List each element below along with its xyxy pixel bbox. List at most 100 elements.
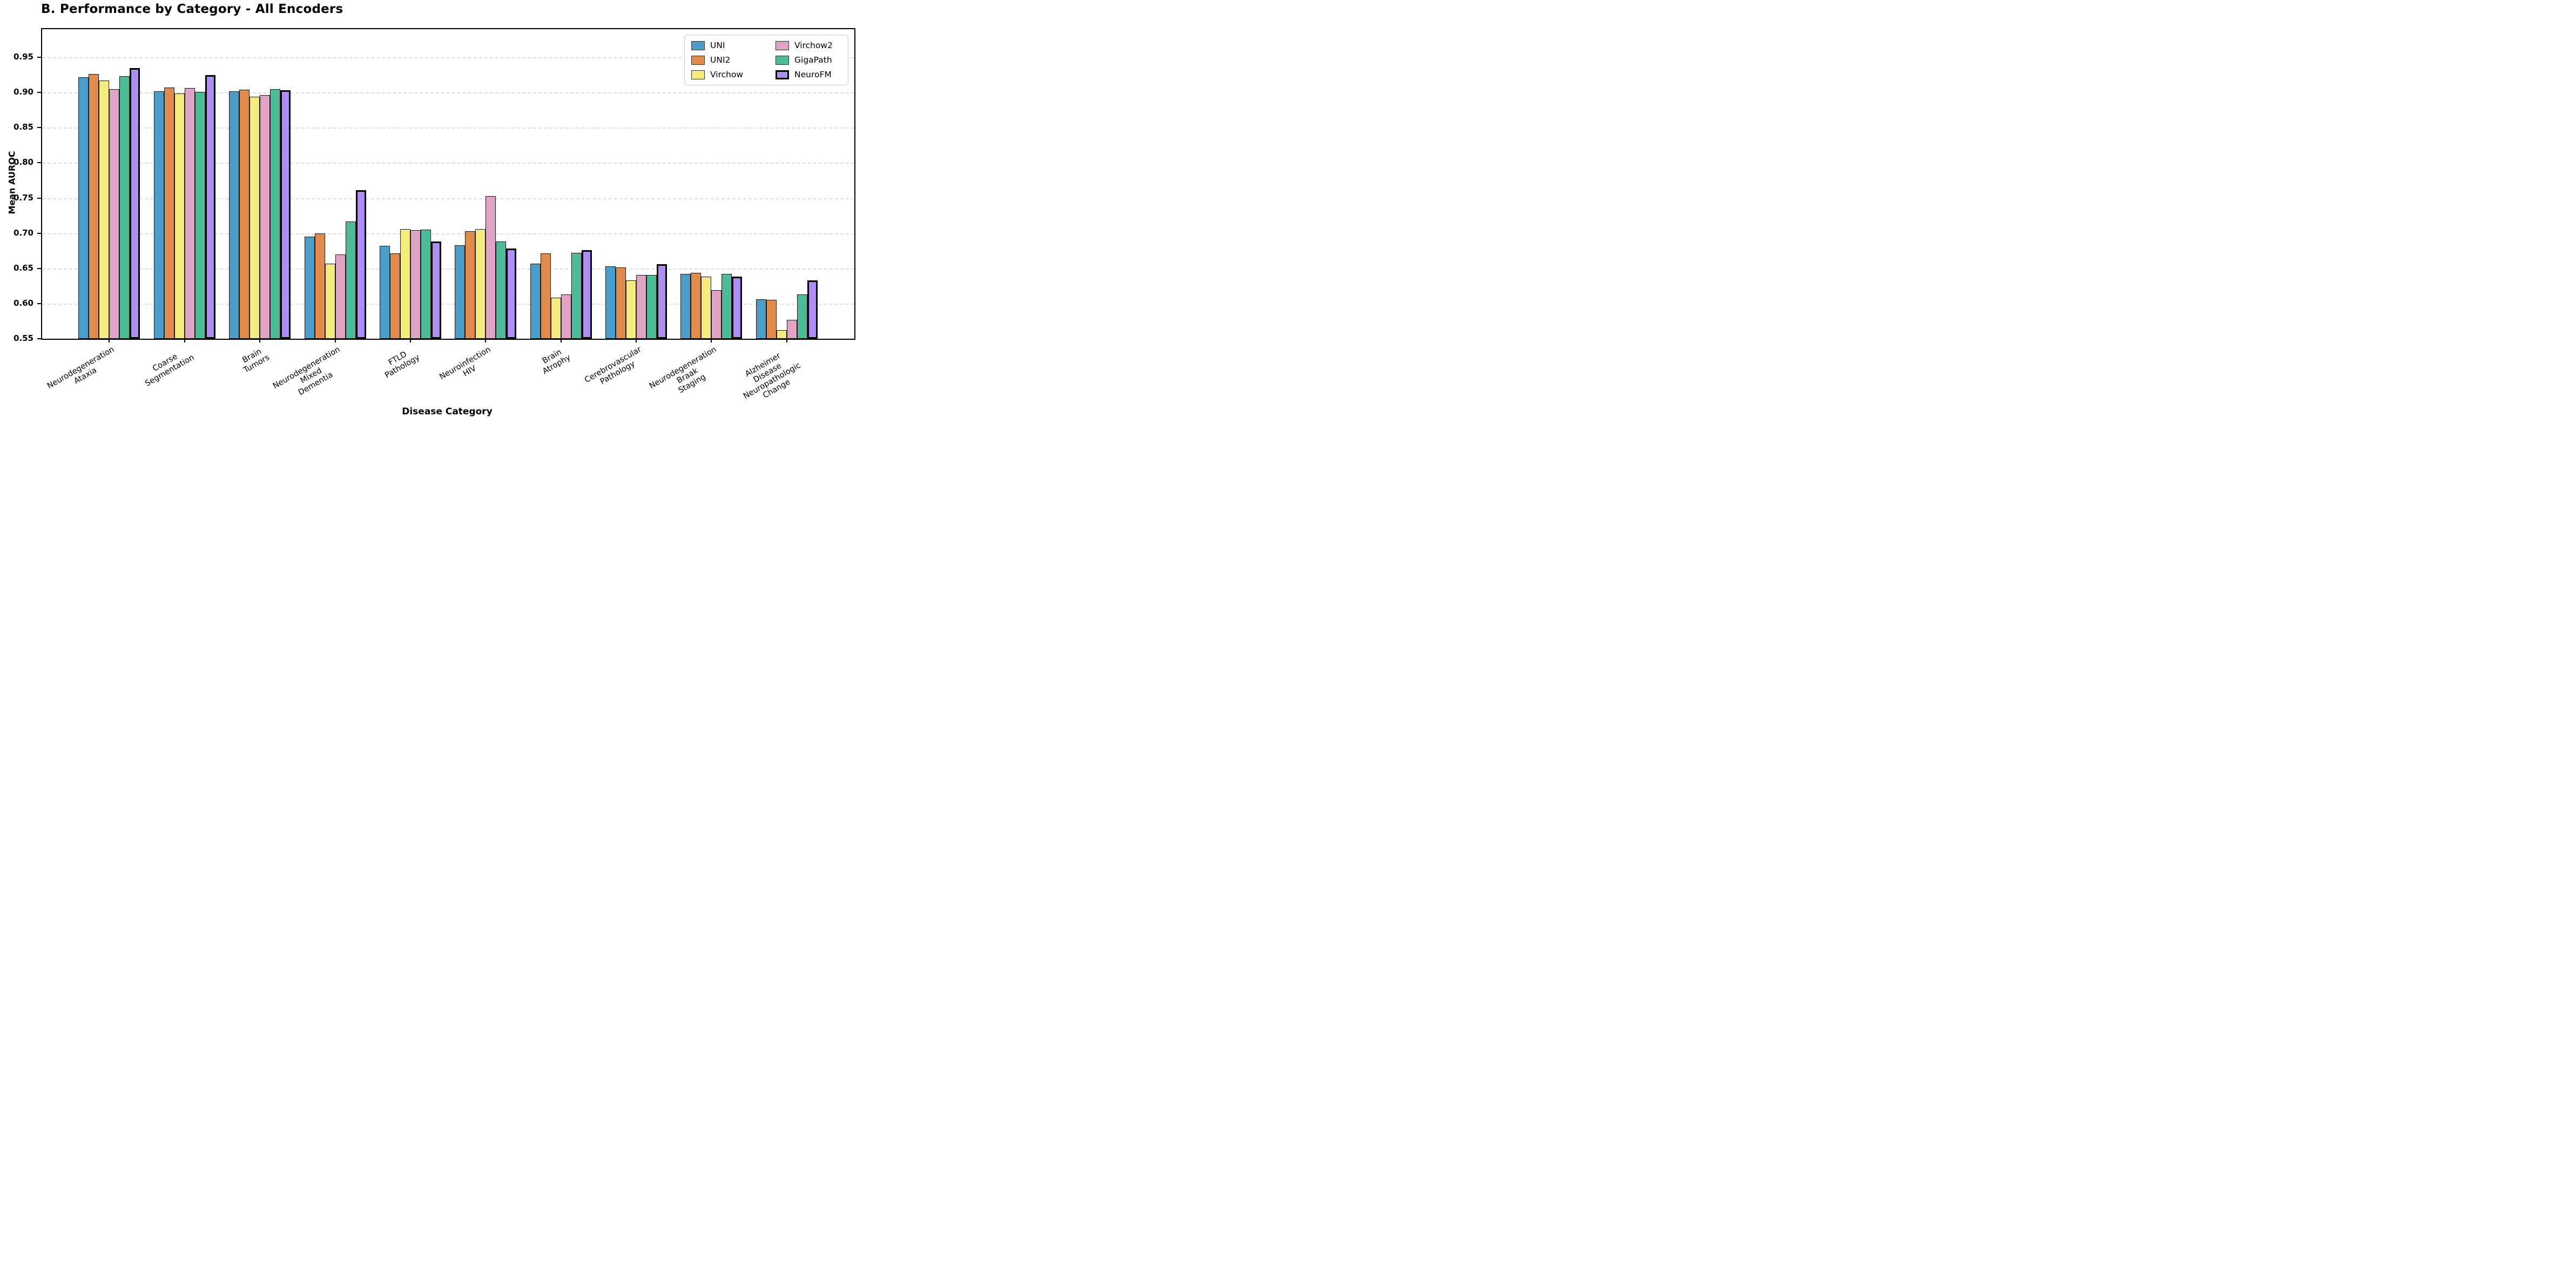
- bar-gigapath-category-9: [721, 274, 732, 339]
- bar-uni2-category-7: [540, 253, 551, 339]
- legend-swatch-uni2: [691, 55, 705, 65]
- bar-neurofm-category-2: [205, 75, 215, 339]
- x-category-label-3: Brain Tumors: [241, 347, 271, 375]
- gridline-0.85: [42, 127, 854, 129]
- x-category-label-6: Neuroinfection HIV: [438, 345, 493, 382]
- x-tick-mark: [560, 339, 562, 343]
- y-tick-label-0.95: 0.95: [13, 52, 33, 62]
- bar-uni2-category-8: [615, 267, 626, 339]
- x-tick-mark: [635, 339, 637, 343]
- bar-uni2-category-9: [691, 272, 702, 339]
- bar-uni-category-8: [605, 266, 616, 339]
- bar-uni-category-5: [379, 246, 390, 339]
- bar-virchow-category-1: [99, 80, 110, 339]
- x-tick-mark: [259, 339, 261, 343]
- x-axis-label: Disease Category: [402, 406, 493, 417]
- gridline-0.65: [42, 268, 854, 270]
- legend-label-gigapath: GigaPath: [794, 55, 832, 65]
- y-tick-label-0.60: 0.60: [13, 298, 33, 308]
- gridline-0.75: [42, 198, 854, 199]
- bar-virchow-category-8: [625, 280, 636, 339]
- bar-virchow-category-6: [475, 229, 486, 339]
- bar-uni-category-7: [530, 263, 541, 339]
- bar-gigapath-category-2: [194, 91, 205, 339]
- y-tick-mark: [37, 232, 41, 234]
- bar-gigapath-category-7: [571, 253, 582, 339]
- chart-title: B. Performance by Category - All Encoder…: [41, 2, 343, 16]
- y-tick-mark: [37, 267, 41, 269]
- legend-item-uni2: UNI2: [691, 55, 755, 65]
- x-tick-mark: [109, 339, 110, 343]
- bar-neurofm-category-10: [807, 280, 818, 339]
- bar-uni2-category-10: [766, 300, 777, 339]
- bar-uni-category-1: [78, 77, 89, 339]
- gridline-0.70: [42, 233, 854, 234]
- bar-virchow-category-2: [174, 93, 185, 339]
- bar-neurofm-category-8: [656, 264, 667, 339]
- legend-item-neurofm: NeuroFM: [776, 70, 839, 79]
- bar-gigapath-category-4: [345, 221, 356, 339]
- bar-virchow-category-7: [550, 298, 561, 339]
- x-tick-mark: [409, 339, 411, 343]
- y-tick-label-0.85: 0.85: [13, 122, 33, 132]
- legend-swatch-gigapath: [776, 55, 789, 65]
- bar-uni-category-9: [680, 274, 691, 339]
- bar-gigapath-category-1: [119, 76, 130, 339]
- bar-virchow2-category-2: [184, 88, 195, 339]
- x-tick-mark: [711, 339, 712, 343]
- legend-label-uni2: UNI2: [710, 55, 731, 65]
- legend-label-neurofm: NeuroFM: [794, 70, 832, 79]
- legend: UNI UNI2 Virchow Virchow2 GigaPath NeuroFM: [684, 35, 848, 85]
- bar-virchow2-category-8: [636, 274, 646, 339]
- y-tick-mark: [37, 57, 41, 58]
- bar-uni-category-3: [229, 91, 240, 339]
- legend-item-virchow2: Virchow2: [776, 41, 839, 50]
- bar-virchow2-category-10: [786, 319, 797, 339]
- x-tick-mark: [485, 339, 487, 343]
- x-category-label-1: Neurodegeneration Ataxia: [45, 345, 116, 391]
- bar-virchow-category-4: [325, 263, 335, 339]
- bar-uni-category-2: [153, 91, 164, 339]
- bar-gigapath-category-5: [420, 230, 431, 339]
- bar-neurofm-category-7: [581, 250, 592, 339]
- legend-item-uni: UNI: [691, 41, 755, 50]
- legend-swatch-virchow: [691, 70, 705, 79]
- bar-virchow-category-5: [400, 229, 410, 339]
- y-tick-label-0.55: 0.55: [13, 333, 33, 343]
- bar-virchow-category-10: [776, 330, 787, 339]
- y-tick-label-0.75: 0.75: [13, 192, 33, 203]
- x-tick-mark: [184, 339, 185, 343]
- bar-neurofm-category-4: [355, 190, 366, 339]
- bar-uni-category-4: [304, 237, 315, 339]
- gridline-0.80: [42, 163, 854, 164]
- legend-label-uni: UNI: [710, 41, 725, 50]
- y-tick-label-0.65: 0.65: [13, 263, 33, 273]
- bar-gigapath-category-8: [646, 274, 657, 339]
- y-tick-mark: [37, 338, 41, 339]
- bar-uni-category-10: [756, 299, 766, 339]
- bar-uni2-category-6: [465, 231, 476, 339]
- legend-item-virchow: Virchow: [691, 70, 755, 79]
- bar-uni2-category-4: [314, 233, 325, 339]
- bar-virchow2-category-5: [410, 230, 421, 339]
- y-tick-mark: [37, 127, 41, 129]
- x-category-label-2: Coarse Segmentation: [144, 352, 196, 388]
- bar-virchow-category-9: [701, 277, 712, 339]
- x-category-label-8: Cerebrovascular Pathology: [583, 345, 643, 387]
- bar-virchow2-category-9: [711, 290, 722, 339]
- bar-virchow2-category-1: [109, 89, 120, 339]
- bar-neurofm-category-6: [506, 249, 517, 339]
- y-tick-mark: [37, 92, 41, 93]
- y-tick-mark: [37, 162, 41, 164]
- gridline-0.60: [42, 303, 854, 305]
- legend-swatch-uni: [691, 41, 705, 50]
- bar-neurofm-category-5: [430, 241, 441, 339]
- bar-neurofm-category-1: [130, 68, 140, 339]
- legend-label-virchow: Virchow: [710, 70, 744, 79]
- y-tick-mark: [37, 303, 41, 304]
- x-category-label-7: Brain Atrophy: [541, 347, 572, 377]
- legend-item-gigapath: GigaPath: [776, 55, 839, 65]
- bar-gigapath-category-10: [797, 294, 807, 339]
- y-tick-label-0.80: 0.80: [13, 157, 33, 167]
- y-tick-label-0.90: 0.90: [13, 87, 33, 97]
